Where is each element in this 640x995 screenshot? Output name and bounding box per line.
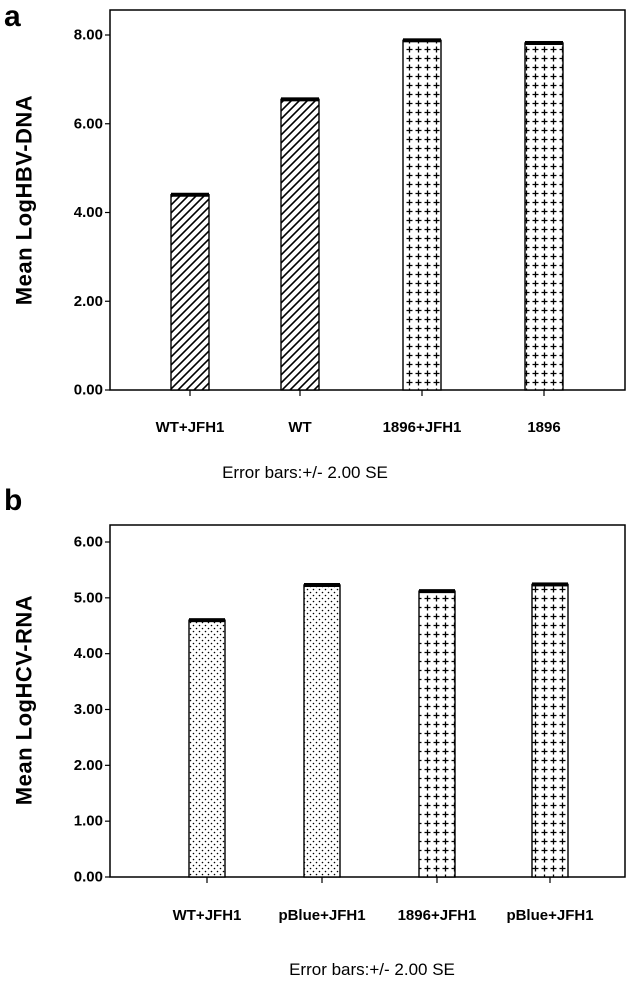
y-tick-label: 0.00 xyxy=(74,869,103,886)
y-tick-label: 4.00 xyxy=(74,204,103,221)
category-label: WT xyxy=(288,419,311,436)
error-bar xyxy=(532,582,568,587)
error-bar xyxy=(525,40,563,45)
panel-letter: a xyxy=(4,0,21,33)
bar xyxy=(303,584,341,878)
plot-frame xyxy=(109,524,626,878)
category-label: 1896 xyxy=(527,419,560,436)
y-tick-label: 8.00 xyxy=(74,27,103,44)
bar xyxy=(524,42,564,391)
y-tick-label: 2.00 xyxy=(74,757,103,774)
plot-frame xyxy=(109,9,626,391)
error-bar-note: Error bars:+/- 2.00 SE xyxy=(222,463,388,482)
category-label: 1896+JFH1 xyxy=(383,419,462,436)
y-tick-label: 0.00 xyxy=(74,382,103,399)
bar xyxy=(531,583,569,878)
error-bar xyxy=(189,618,225,623)
category-label: WT+JFH1 xyxy=(156,419,225,436)
bar xyxy=(402,39,442,391)
error-bar xyxy=(171,192,209,197)
panel-a: a Mean LogHBV-DNA 0.00 2.00 4.00 6.00 8.00 WT+J… xyxy=(4,0,626,482)
bar xyxy=(280,98,320,391)
category-label: WT+JFH1 xyxy=(173,907,242,924)
category-label: pBlue+JFH1 xyxy=(278,907,365,924)
bar xyxy=(188,619,226,878)
error-bar-note: Error bars:+/- 2.00 SE xyxy=(289,960,455,979)
y-tick-label: 2.00 xyxy=(74,293,103,310)
y-tick-label: 1.00 xyxy=(74,813,103,830)
y-tick-label: 4.00 xyxy=(74,645,103,662)
error-bar xyxy=(281,97,319,102)
y-axis-label: Mean LogHBV-DNA xyxy=(12,95,37,305)
error-bar xyxy=(403,38,441,43)
bar xyxy=(418,590,456,878)
y-tick-label: 6.00 xyxy=(74,115,103,132)
category-label: pBlue+JFH1 xyxy=(506,907,593,924)
category-label: 1896+JFH1 xyxy=(398,907,477,924)
y-tick-label: 6.00 xyxy=(74,534,103,551)
panel-letter: b xyxy=(4,484,22,517)
y-tick-label: 5.00 xyxy=(74,589,103,606)
y-axis-label: Mean LogHCV-RNA xyxy=(12,595,37,805)
y-tick-label: 3.00 xyxy=(74,701,103,718)
bar xyxy=(170,194,210,391)
panel-b: b Mean LogHCV-RNA 0.00 1.00 2.00 3.00 4.00 5.00… xyxy=(4,484,626,979)
error-bar xyxy=(419,589,455,594)
error-bar xyxy=(304,582,340,587)
